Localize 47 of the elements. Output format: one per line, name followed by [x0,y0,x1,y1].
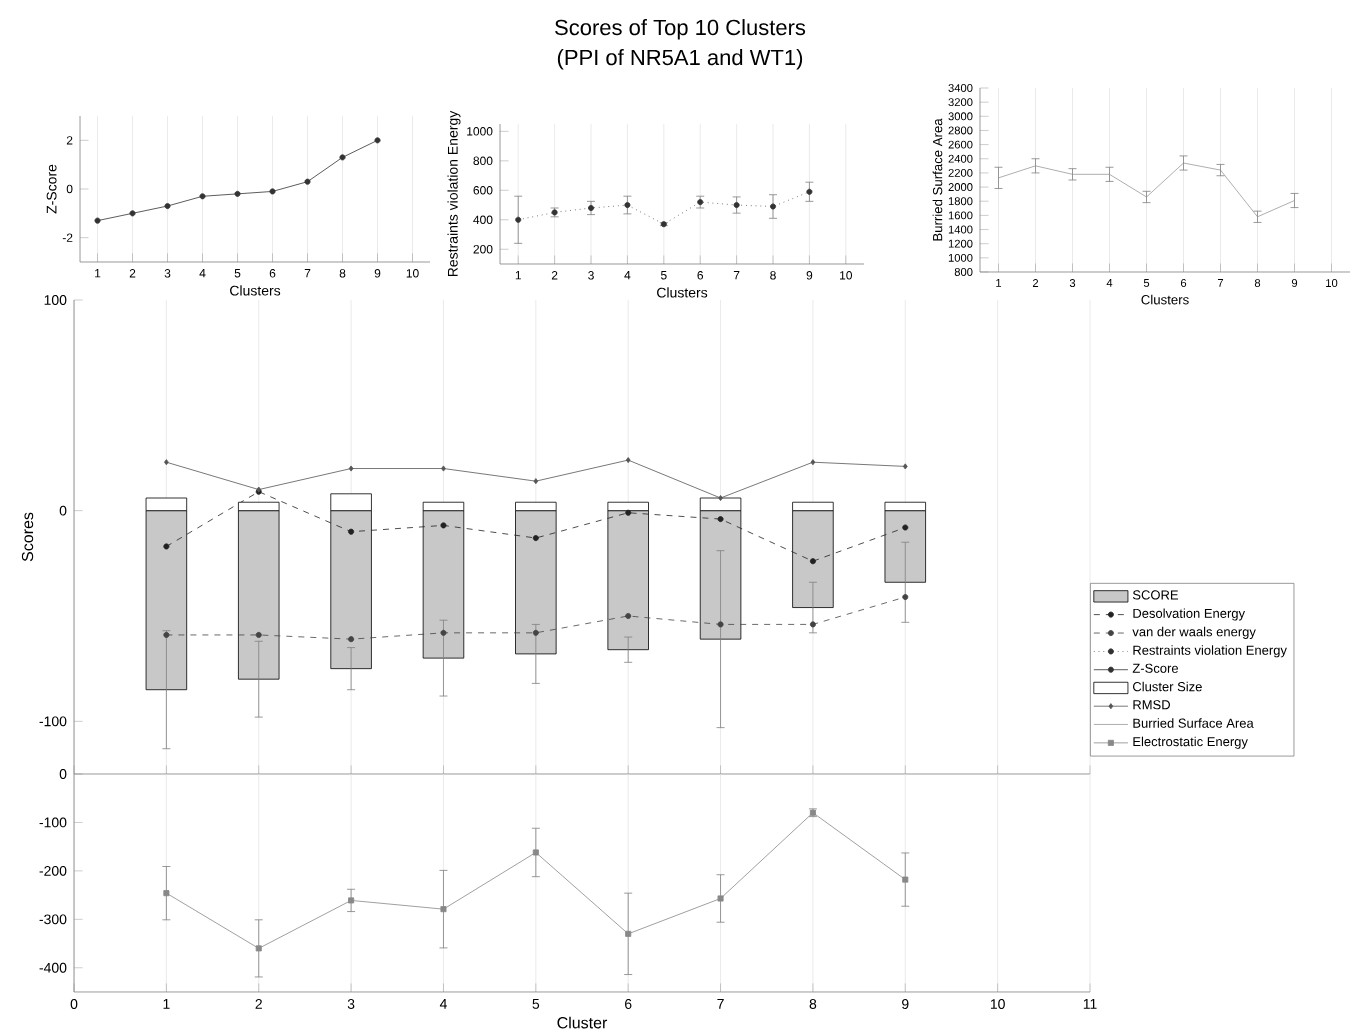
point [902,876,909,883]
point [163,890,170,897]
point [532,629,539,636]
point [304,178,311,185]
point [733,202,740,209]
point [624,202,631,209]
point [348,528,355,535]
bar [607,510,649,651]
point [374,137,381,144]
point [163,543,170,550]
chart-subtitle: (PPI of NR5A1 and WT1) [557,49,803,70]
point [348,636,355,643]
point [625,509,632,516]
point [164,203,171,210]
point [440,522,447,529]
point [809,558,816,565]
x-axis-title: Cluster [557,1016,608,1029]
point [94,217,101,224]
y-axis-title: Scores [21,512,34,562]
point [717,621,724,628]
bar [515,510,557,655]
point [625,612,632,619]
point [532,849,539,856]
point [339,154,346,161]
bar [422,510,465,659]
point [515,216,522,223]
point [625,930,632,937]
point [770,203,777,210]
point [234,190,241,197]
point [348,897,355,904]
point [902,524,909,531]
point [199,193,206,200]
point [532,535,539,542]
point [717,895,724,902]
point [440,906,447,913]
point [806,188,813,195]
point [255,945,262,952]
chart-title: Scores of Top 10 Clusters [555,19,806,40]
point [809,621,816,628]
bar [238,510,280,680]
point [269,188,276,195]
point [717,516,724,523]
line-series [998,162,1295,218]
point [129,210,136,217]
point [902,594,909,601]
bar [792,510,834,608]
point [440,629,447,636]
